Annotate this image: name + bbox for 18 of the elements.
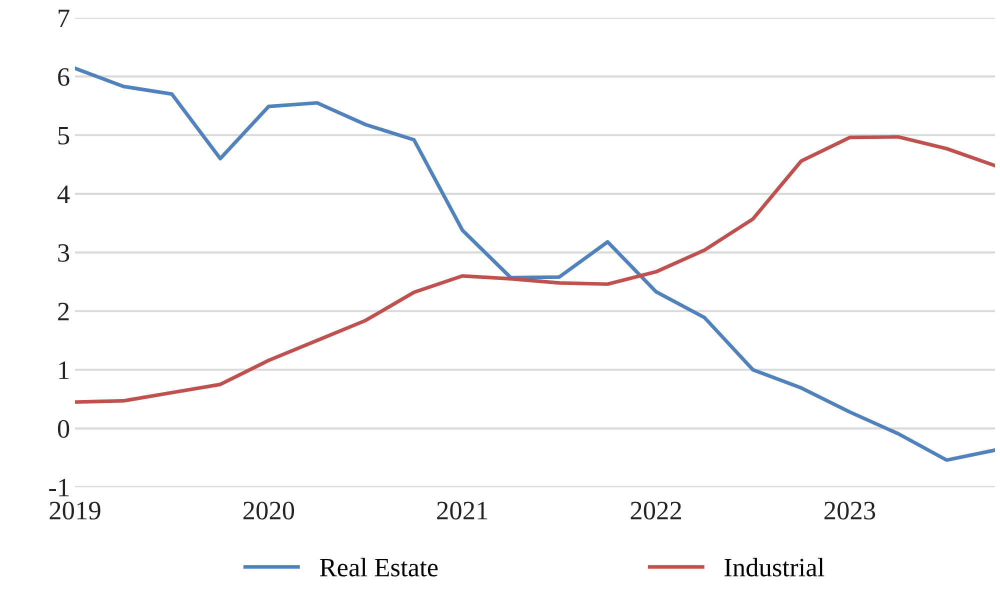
y-tick-label: 2 — [58, 302, 69, 320]
y-tick-label: 4 — [57, 186, 70, 203]
x-tick-label: 2023 — [824, 502, 876, 520]
y-tick-label: 7 — [58, 10, 70, 27]
legend-label: Industrial — [724, 558, 824, 576]
y-tick-label: 0 — [58, 420, 70, 438]
line-series — [75, 135, 995, 404]
y-tick-label: 3 — [58, 244, 70, 262]
x-tick-label: 2021 — [437, 502, 488, 520]
y-tick-label: 1 — [59, 362, 69, 379]
y-tick-label: 6 — [58, 68, 70, 86]
x-tick-label: 2020 — [243, 502, 294, 520]
y-tick-label: 5 — [58, 127, 70, 145]
x-tick-label: 2022 — [630, 502, 681, 520]
legend-label: Real Estate — [320, 558, 438, 576]
x-tick-label: 2019 — [50, 502, 100, 520]
y-tick-label: -1 — [49, 478, 69, 496]
line-series — [75, 66, 995, 462]
